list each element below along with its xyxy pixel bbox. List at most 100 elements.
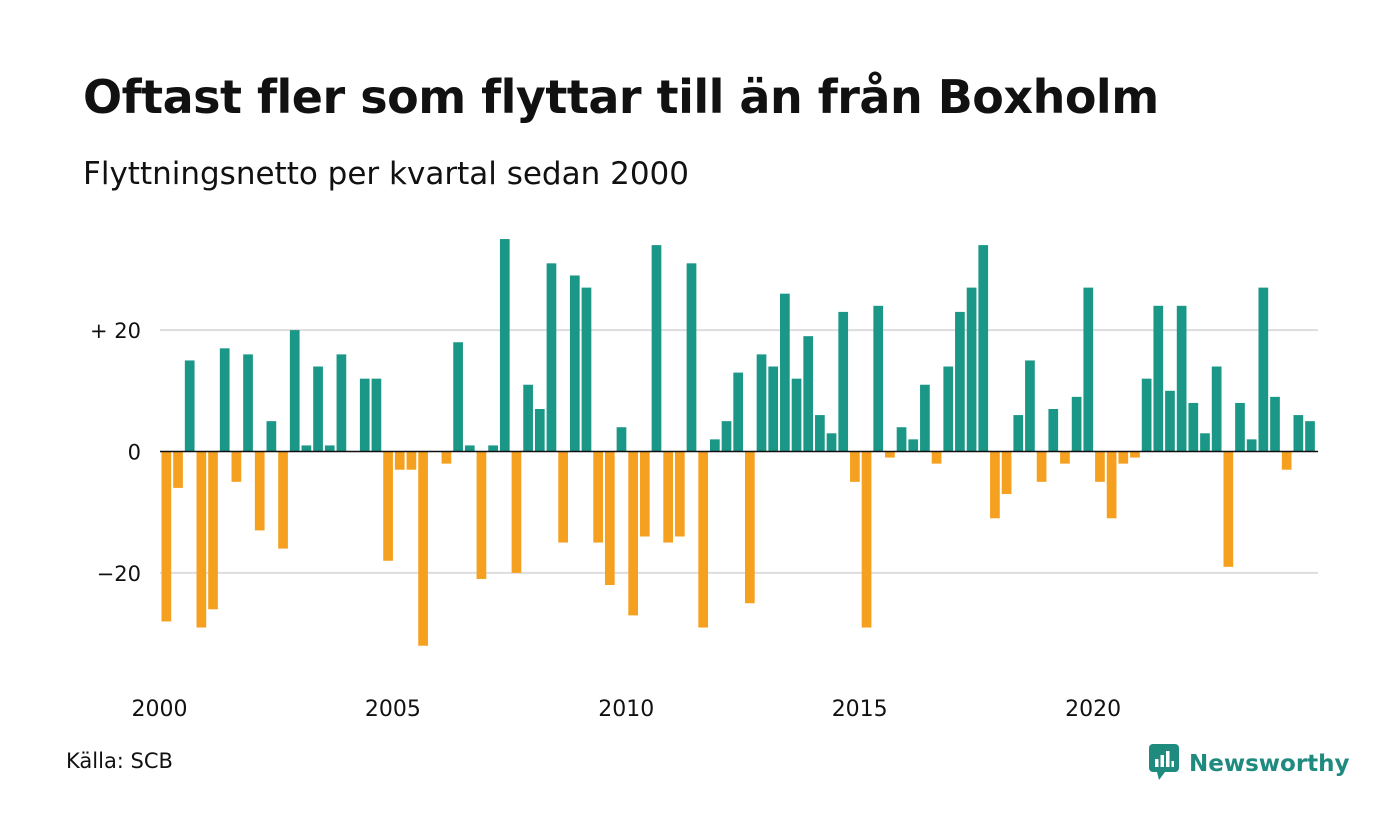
- bars: [161, 239, 1315, 646]
- bar: [593, 451, 603, 543]
- bar: [394, 451, 405, 470]
- bar: [278, 451, 288, 549]
- bar: [1176, 305, 1187, 452]
- bar: [1141, 378, 1152, 452]
- bar: [289, 330, 300, 452]
- bar: [1305, 421, 1315, 452]
- bar: [943, 366, 954, 452]
- bar: [1223, 451, 1234, 567]
- bar: [920, 384, 930, 452]
- x-tick-label: 2000: [132, 697, 188, 722]
- bar: [569, 275, 580, 452]
- x-tick-label: 2005: [365, 697, 421, 722]
- bar: [1165, 390, 1175, 452]
- bar: [674, 451, 685, 537]
- bar: [219, 348, 230, 452]
- bar: [639, 451, 650, 537]
- bar: [604, 451, 615, 586]
- bar: [476, 451, 487, 579]
- bar: [453, 342, 463, 452]
- bar: [1270, 396, 1280, 452]
- bar: [1153, 305, 1164, 452]
- bar: [1001, 451, 1012, 494]
- bar: [1246, 439, 1257, 452]
- bar: [208, 451, 218, 610]
- x-tick-label: 2015: [832, 697, 888, 722]
- bar: [406, 451, 417, 470]
- brand-name: Newsworthy: [1189, 751, 1350, 777]
- bar: [1025, 360, 1035, 452]
- bar: [803, 336, 814, 452]
- newsworthy-logo-icon: [1149, 744, 1179, 784]
- bar: [686, 263, 697, 452]
- bar: [1118, 451, 1129, 464]
- bar: [1095, 451, 1105, 482]
- bar: [978, 245, 989, 452]
- bar: [324, 445, 335, 452]
- bar: [931, 451, 942, 464]
- bar: [359, 378, 370, 452]
- bar: [826, 433, 837, 452]
- bar: [1130, 451, 1140, 458]
- bar: [231, 451, 242, 482]
- bar: [908, 439, 919, 452]
- bar: [523, 384, 533, 452]
- bar: [196, 451, 207, 628]
- bar: [499, 239, 510, 452]
- bar: [663, 451, 674, 543]
- bar: [1200, 433, 1210, 452]
- bar: [464, 445, 475, 452]
- chart-subtitle: Flyttningsnetto per kvartal sedan 2000: [83, 156, 689, 192]
- bar: [850, 451, 860, 482]
- x-tick-label: 2010: [598, 697, 654, 722]
- bar: [173, 451, 183, 488]
- bar: [1048, 409, 1059, 452]
- bar: [990, 451, 1000, 519]
- bar: [313, 366, 323, 452]
- bar: [628, 451, 638, 616]
- bar: [815, 415, 825, 452]
- y-tick-label: −20: [97, 562, 141, 586]
- grid-lines: [160, 329, 1318, 574]
- y-tick-label: 0: [128, 441, 141, 465]
- bar: [861, 451, 872, 628]
- bar: [511, 451, 522, 573]
- bar: [1060, 451, 1070, 464]
- bar: [651, 245, 662, 452]
- bar: [1235, 402, 1245, 452]
- bar: [756, 354, 767, 452]
- bar: [721, 421, 732, 452]
- bar: [885, 451, 895, 458]
- bar: [1083, 287, 1094, 452]
- bar: [1106, 451, 1117, 519]
- bar: [616, 427, 627, 452]
- bar: [709, 439, 720, 452]
- bar: [698, 451, 709, 628]
- bar: [873, 305, 884, 452]
- bar: [161, 451, 172, 622]
- bar: [1071, 396, 1082, 452]
- x-tick-label: 2020: [1065, 697, 1121, 722]
- bar: [184, 360, 195, 452]
- bar: [243, 354, 253, 452]
- axes: + 20 0 −20 2000 2005 2010 2015 2020: [90, 319, 1318, 722]
- chart-title: Oftast fler som flyttar till än från Box…: [83, 70, 1159, 124]
- bar: [1258, 287, 1269, 452]
- bar: [1188, 402, 1199, 452]
- bar: [791, 378, 802, 452]
- y-tick-label: + 20: [90, 319, 141, 343]
- bar: [768, 366, 779, 452]
- bar: [488, 445, 498, 452]
- bar: [733, 372, 744, 452]
- source-note: Källa: SCB: [66, 749, 173, 773]
- bar: [1211, 366, 1222, 452]
- bar: [955, 311, 965, 452]
- bar: [534, 409, 545, 452]
- bar: [1013, 415, 1024, 452]
- bar: [780, 293, 790, 452]
- bar: [383, 451, 393, 561]
- bar: [371, 378, 382, 452]
- bar: [546, 263, 557, 452]
- bar: [966, 287, 977, 452]
- bar: [418, 451, 428, 646]
